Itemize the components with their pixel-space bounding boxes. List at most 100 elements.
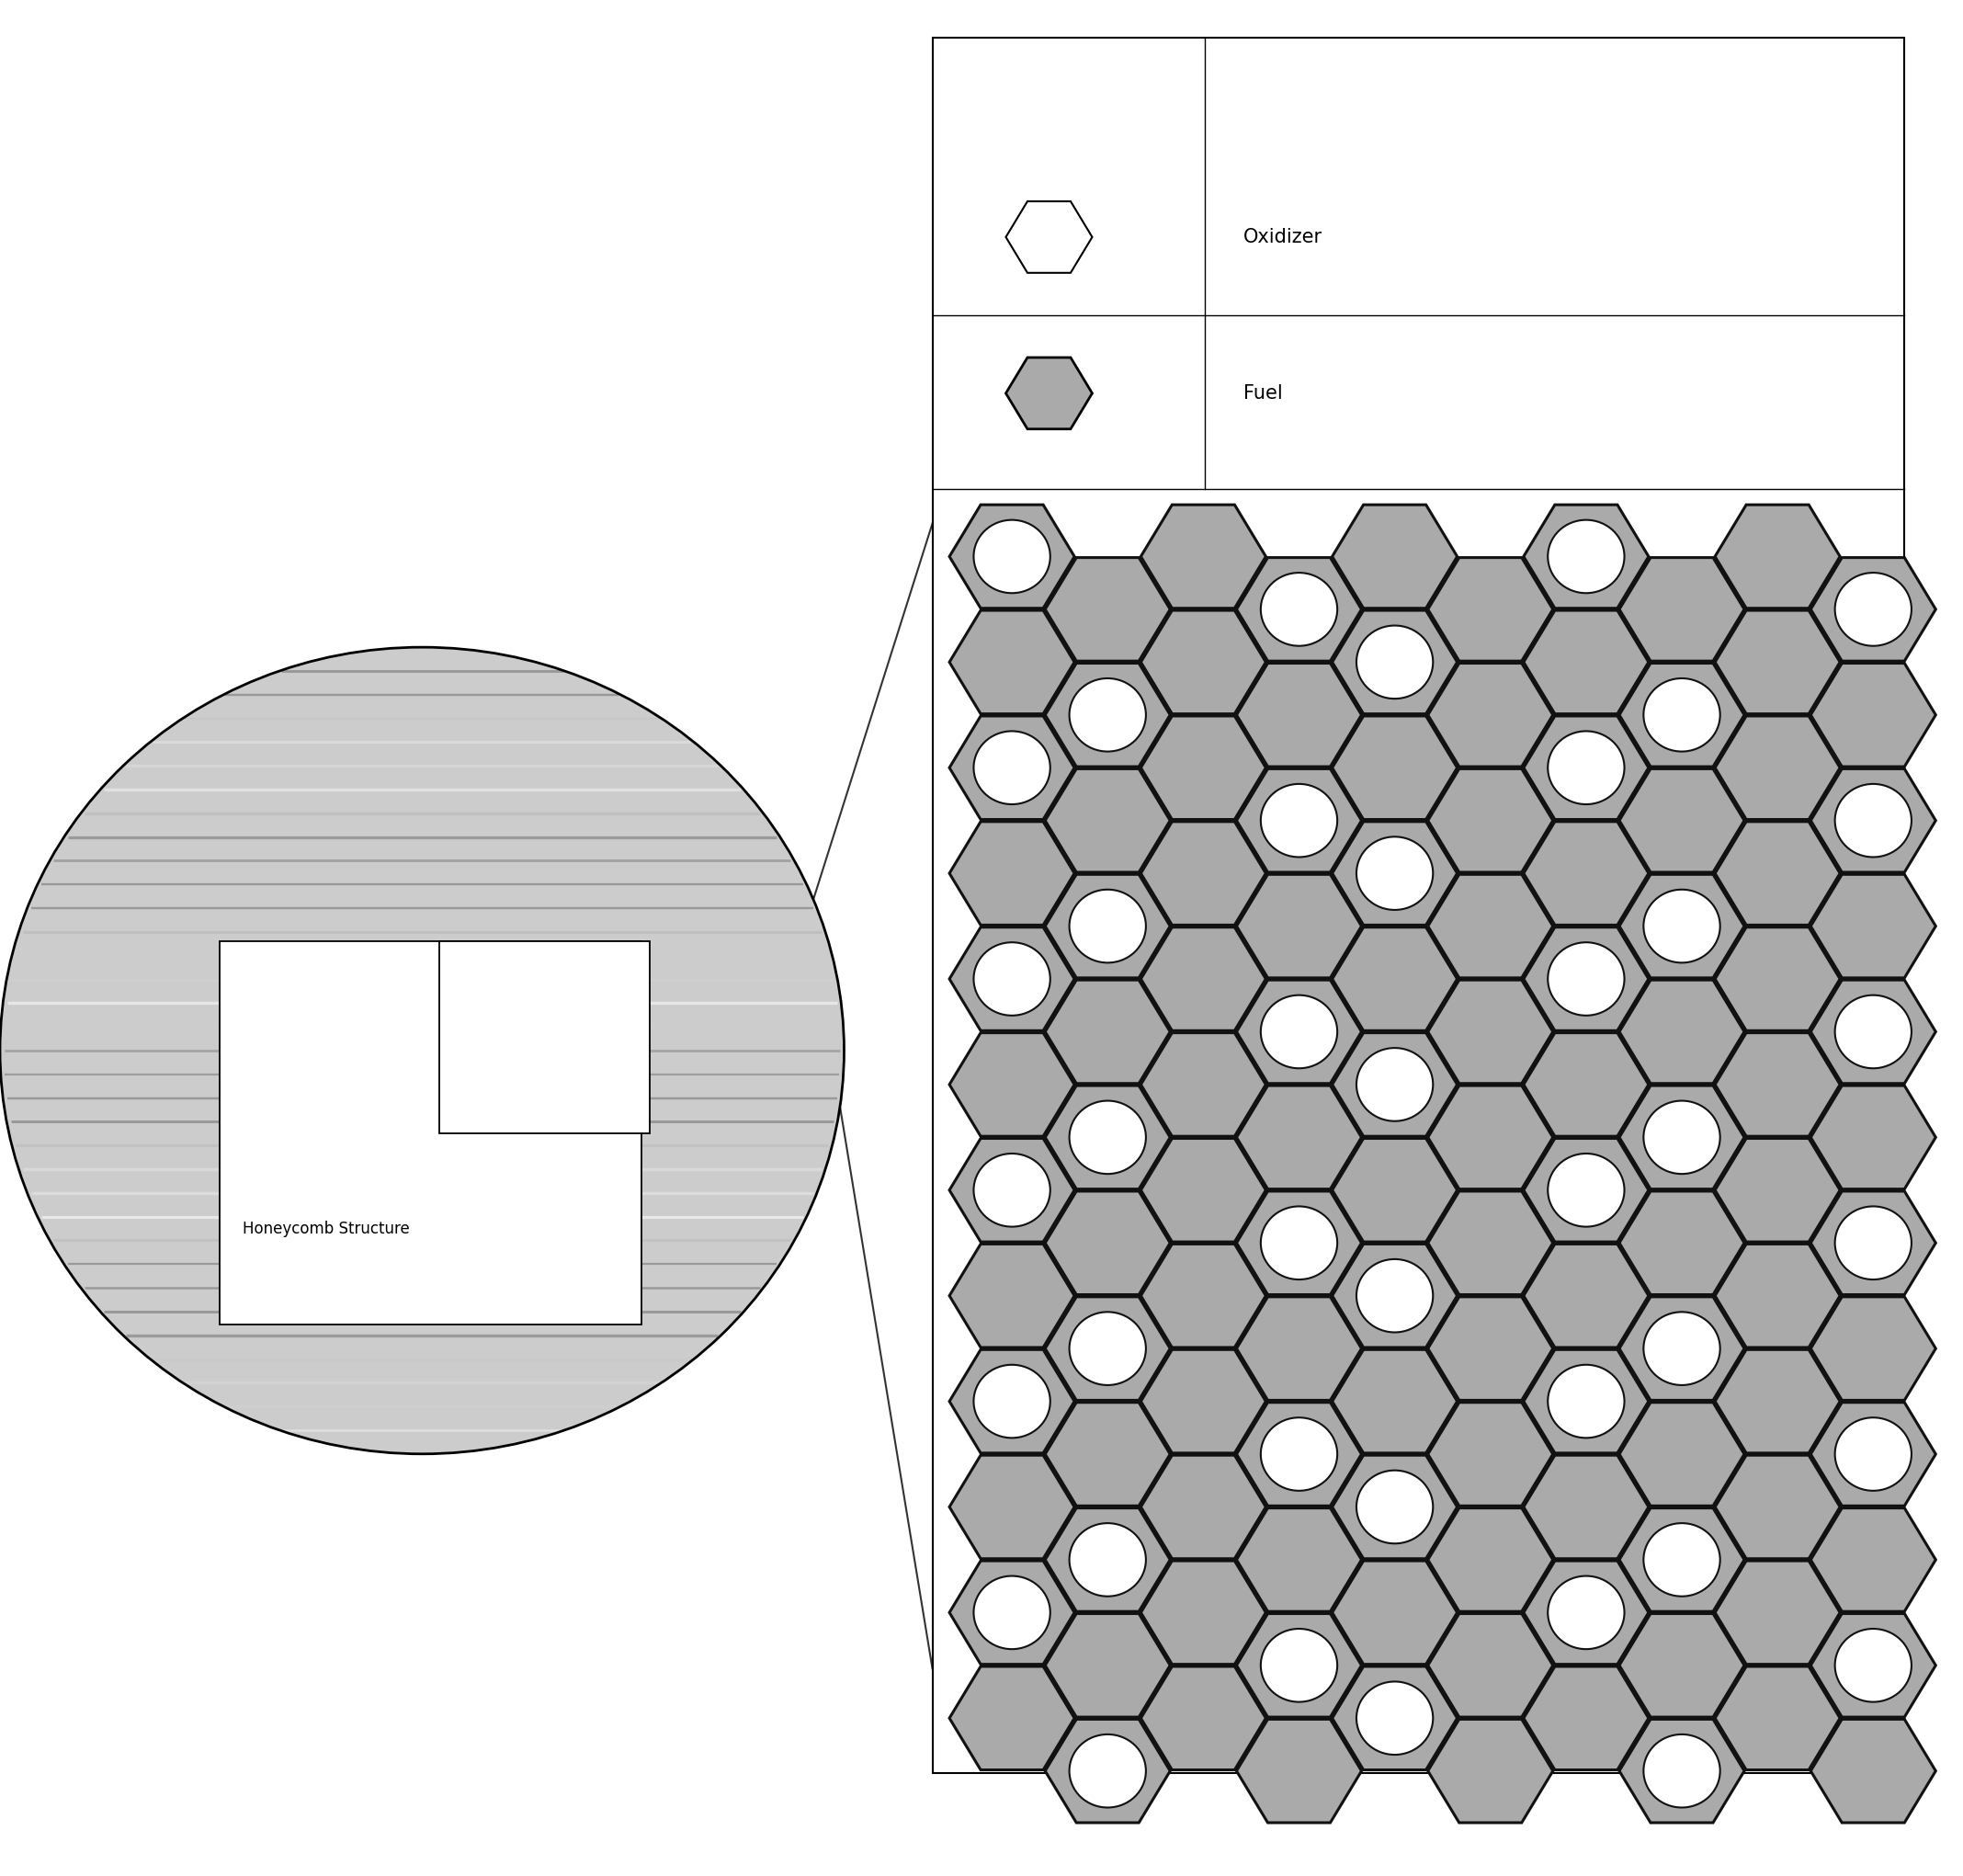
Polygon shape bbox=[1427, 1613, 1553, 1717]
Circle shape bbox=[1260, 1418, 1337, 1491]
Circle shape bbox=[1547, 942, 1625, 1015]
Polygon shape bbox=[1141, 1561, 1266, 1664]
Polygon shape bbox=[1427, 1718, 1553, 1823]
Polygon shape bbox=[1716, 505, 1839, 608]
Polygon shape bbox=[950, 1561, 1074, 1664]
Polygon shape bbox=[1619, 1403, 1745, 1506]
Circle shape bbox=[1547, 1154, 1625, 1227]
Polygon shape bbox=[1716, 717, 1839, 820]
Polygon shape bbox=[1619, 769, 1745, 872]
Bar bbox=[440, 942, 650, 1133]
Polygon shape bbox=[1044, 979, 1170, 1084]
Polygon shape bbox=[1619, 874, 1745, 977]
Polygon shape bbox=[1044, 1403, 1170, 1506]
Circle shape bbox=[1260, 1206, 1337, 1279]
Polygon shape bbox=[1427, 557, 1553, 660]
Circle shape bbox=[1356, 1049, 1433, 1122]
Polygon shape bbox=[1427, 1296, 1553, 1399]
Polygon shape bbox=[1333, 1666, 1457, 1769]
Polygon shape bbox=[1044, 1296, 1170, 1399]
Polygon shape bbox=[1427, 1508, 1553, 1611]
Polygon shape bbox=[1427, 769, 1553, 872]
Polygon shape bbox=[1523, 1666, 1649, 1769]
Polygon shape bbox=[1810, 1718, 1936, 1823]
Circle shape bbox=[0, 647, 844, 1454]
Polygon shape bbox=[1619, 664, 1745, 767]
Polygon shape bbox=[1141, 822, 1266, 925]
Polygon shape bbox=[1810, 1403, 1936, 1506]
Polygon shape bbox=[1427, 1403, 1553, 1506]
Circle shape bbox=[974, 1576, 1050, 1649]
Polygon shape bbox=[1333, 1139, 1457, 1242]
Circle shape bbox=[1070, 1523, 1146, 1596]
Circle shape bbox=[1547, 1576, 1625, 1649]
Polygon shape bbox=[950, 1456, 1074, 1559]
Polygon shape bbox=[1716, 1349, 1839, 1454]
Polygon shape bbox=[1237, 1718, 1362, 1823]
Polygon shape bbox=[1333, 1561, 1457, 1664]
Polygon shape bbox=[1237, 1086, 1362, 1189]
Polygon shape bbox=[1141, 1456, 1266, 1559]
Circle shape bbox=[1260, 1628, 1337, 1702]
Circle shape bbox=[1070, 1101, 1146, 1174]
Polygon shape bbox=[1619, 1191, 1745, 1294]
Polygon shape bbox=[1333, 1244, 1457, 1347]
Circle shape bbox=[974, 1154, 1050, 1227]
Text: Honeycomb Structure: Honeycomb Structure bbox=[243, 1221, 410, 1238]
Polygon shape bbox=[950, 505, 1074, 608]
Circle shape bbox=[974, 520, 1050, 593]
Polygon shape bbox=[950, 1349, 1074, 1454]
Polygon shape bbox=[1333, 1349, 1457, 1454]
Polygon shape bbox=[1619, 1718, 1745, 1823]
Polygon shape bbox=[1523, 1349, 1649, 1454]
Circle shape bbox=[1835, 994, 1912, 1067]
Polygon shape bbox=[950, 1139, 1074, 1242]
Polygon shape bbox=[1237, 1191, 1362, 1294]
Polygon shape bbox=[1237, 1508, 1362, 1611]
Polygon shape bbox=[1716, 1666, 1839, 1769]
Polygon shape bbox=[1810, 874, 1936, 977]
Circle shape bbox=[1835, 1206, 1912, 1279]
Polygon shape bbox=[1523, 610, 1649, 715]
Circle shape bbox=[1835, 784, 1912, 857]
Polygon shape bbox=[1810, 769, 1936, 872]
Polygon shape bbox=[1044, 664, 1170, 767]
Polygon shape bbox=[1619, 979, 1745, 1084]
Polygon shape bbox=[1044, 1086, 1170, 1189]
Polygon shape bbox=[1333, 717, 1457, 820]
Circle shape bbox=[1070, 1311, 1146, 1384]
Polygon shape bbox=[1619, 1296, 1745, 1399]
Circle shape bbox=[1643, 1523, 1720, 1596]
Polygon shape bbox=[1237, 1403, 1362, 1506]
Polygon shape bbox=[1810, 1296, 1936, 1399]
Circle shape bbox=[1260, 572, 1337, 645]
Polygon shape bbox=[1619, 1508, 1745, 1611]
Polygon shape bbox=[1333, 822, 1457, 925]
Polygon shape bbox=[950, 610, 1074, 715]
Polygon shape bbox=[1523, 1561, 1649, 1664]
Polygon shape bbox=[1044, 1508, 1170, 1611]
Polygon shape bbox=[1237, 979, 1362, 1084]
Polygon shape bbox=[1141, 1139, 1266, 1242]
Polygon shape bbox=[1237, 874, 1362, 977]
Polygon shape bbox=[1141, 610, 1266, 715]
Circle shape bbox=[1547, 732, 1625, 805]
Polygon shape bbox=[1333, 1034, 1457, 1137]
Polygon shape bbox=[1141, 717, 1266, 820]
Bar bbox=[220, 942, 642, 1324]
Polygon shape bbox=[950, 1034, 1074, 1137]
Polygon shape bbox=[1141, 1244, 1266, 1347]
Polygon shape bbox=[1141, 1666, 1266, 1769]
Polygon shape bbox=[1523, 717, 1649, 820]
Polygon shape bbox=[1237, 1613, 1362, 1717]
Polygon shape bbox=[1810, 1086, 1936, 1189]
Circle shape bbox=[1356, 1259, 1433, 1332]
Circle shape bbox=[1643, 679, 1720, 752]
Circle shape bbox=[1835, 1418, 1912, 1491]
Polygon shape bbox=[950, 1666, 1074, 1769]
Polygon shape bbox=[1619, 557, 1745, 660]
Polygon shape bbox=[1044, 769, 1170, 872]
Circle shape bbox=[1643, 1733, 1720, 1807]
Polygon shape bbox=[1044, 1613, 1170, 1717]
Polygon shape bbox=[1005, 358, 1091, 430]
